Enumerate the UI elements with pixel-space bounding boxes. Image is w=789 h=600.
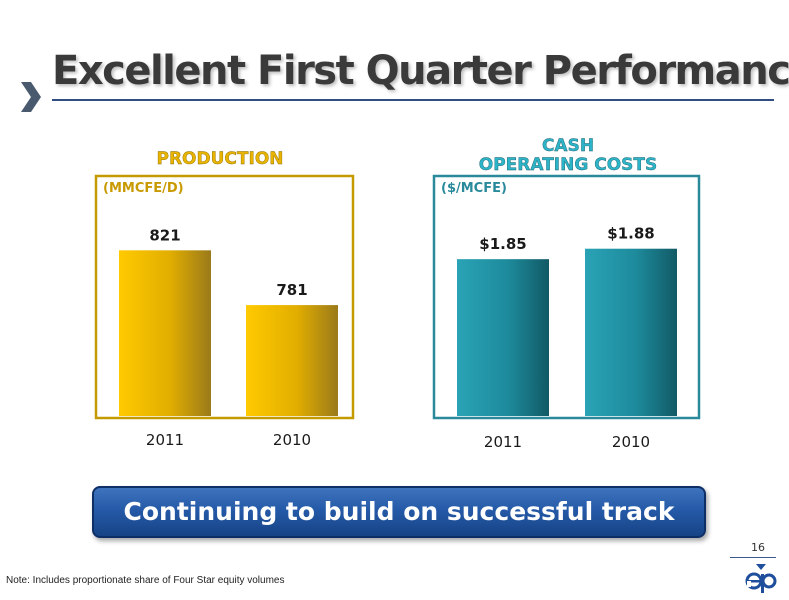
slide-title: Excellent First Quarter Performance	[52, 48, 789, 94]
ep-logo-icon	[745, 564, 777, 593]
cash-tick-2011: 2011	[484, 433, 522, 451]
production-value-label-2011: 821	[149, 226, 180, 244]
highlight-banner: Continuing to build on successful track …	[92, 486, 706, 574]
charts-area: PRODUCTION (MMCFE/D) 2011 2010 821 781 C…	[94, 136, 701, 451]
cash-chart-title-line1: CASH	[542, 136, 594, 156]
production-bar-2011	[119, 250, 211, 416]
footer-divider	[730, 557, 776, 558]
cash-value-label-2010: $1.88	[607, 225, 654, 243]
cash-value-label-2011: $1.85	[479, 235, 526, 253]
production-unit-label: (MMCFE/D)	[103, 181, 184, 196]
cash-chart-frame	[432, 174, 701, 420]
production-tick-2011: 2011	[146, 431, 184, 449]
cash-tick-2010: 2010	[612, 433, 650, 451]
production-tick-2010: 2010	[273, 431, 311, 449]
cash-unit-label: ($/MCFE)	[441, 181, 507, 196]
production-chart-frame	[94, 174, 355, 420]
production-value-label-2010: 781	[276, 281, 307, 299]
production-bar-2010	[246, 305, 338, 416]
chevron-right-icon	[21, 82, 41, 112]
cash-bar-2011	[457, 259, 549, 416]
title-underline	[52, 99, 774, 101]
cash-chart-title-line2: OPERATING COSTS	[479, 155, 657, 175]
page-number: 16	[751, 541, 765, 554]
footnote: Note: Includes proportionate share of Fo…	[6, 575, 285, 586]
cash-bar-2010	[585, 248, 677, 416]
production-chart-title: PRODUCTION	[157, 149, 284, 169]
